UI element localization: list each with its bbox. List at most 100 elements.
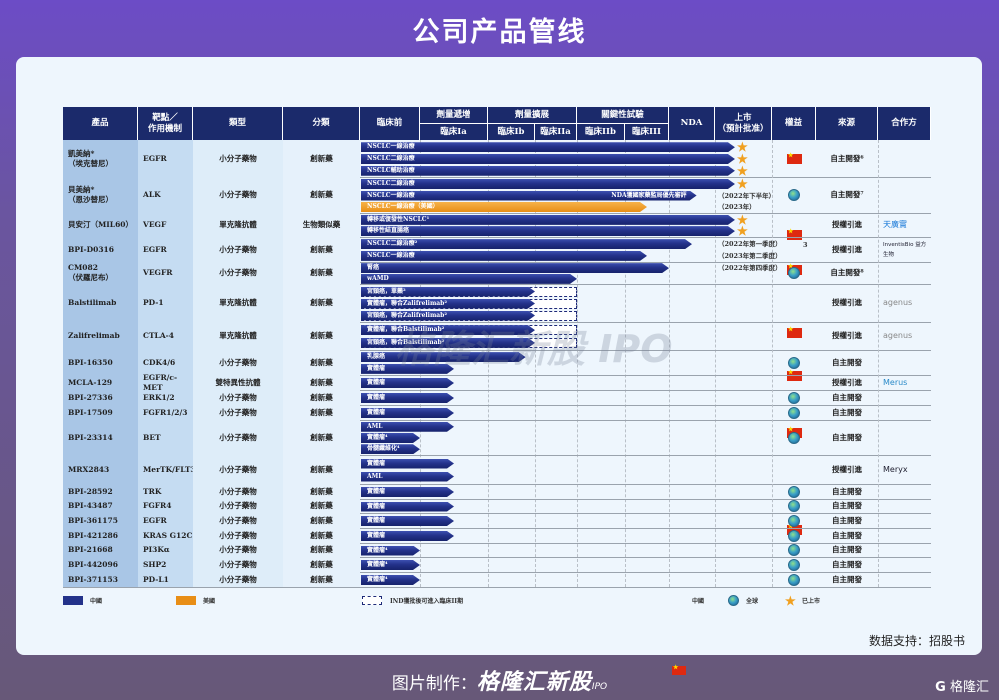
row-divider [63,528,931,529]
drug-category: 創新藥 [283,237,360,262]
drug-category: 創新藥 [283,262,360,284]
header-rights: 權益 [772,107,816,140]
pipeline-bar: NSCLC輔助治療 [361,166,735,176]
china-flag-icon [787,326,802,338]
pipeline-bar: 實體瘤，聯合Zalifrelimab² [361,299,535,309]
product-name: 貝美納* （恩沙替尼） [63,177,138,213]
footer-ipo: IPO [591,682,608,692]
product-name: BPI-27336 [63,390,138,405]
legend-swatch-us [176,596,196,605]
header-iib: 臨床IIb [577,124,625,140]
header-source: 來源 [816,107,878,140]
header-launch: 上市 （預計批准） [715,107,772,140]
product-name: Zalifrelimab [63,322,138,350]
drug-category: 創新藥 [283,177,360,213]
pipeline-bar: NSCLC二線治療² [361,239,692,249]
launched-star-icon: ★ [736,224,748,239]
page-title: 公司产品管线 [412,17,587,48]
drug-category: 創新藥 [283,543,360,557]
source: 自主開發 [832,515,862,525]
pipeline-bar: AML [361,472,454,482]
product-name: BPI-D0316 [63,237,138,262]
legend-global: 全球 [746,598,759,605]
target: PD-L1 [138,572,193,587]
pipeline-bar: 實體瘤 [361,408,454,418]
launched-star-icon: ★ [736,177,748,191]
stage-divider [669,140,670,587]
product-name: BPI-16350 [63,350,138,375]
row-divider [63,177,931,178]
legend-us: 美國 [203,598,216,605]
header-type: 類型 [193,107,283,140]
drug-category: 創新藥 [283,284,360,322]
drug-category: 創新藥 [283,350,360,375]
target: BET [138,420,193,455]
source: 授權引進 [832,220,862,229]
globe-icon [788,267,800,279]
source-divider [878,140,879,587]
row-divider [63,513,931,514]
legend-ind: IND獲批後可進入臨床II期 [390,598,464,605]
product-name: 凱美納* （埃克替尼） [63,140,138,177]
drug-category: 創新藥 [283,390,360,405]
drug-type: 雙特異性抗體 [193,375,283,390]
drug-type: 小分子藥物 [193,557,283,572]
globe-icon [788,406,800,419]
source: 授權引進 [832,298,862,307]
pipeline-bar: 乳腺癌 [361,352,526,362]
source: 自主開發 [832,545,862,554]
target: PD-1 [138,284,193,322]
drug-type: 小分子藥物 [193,140,283,177]
pipeline-bar: NSCLC一線治療 [361,191,697,201]
footer-prefix: 图片制作： [391,674,477,694]
drug-type: 小分子藥物 [193,528,283,543]
drug-type: 小分子藥物 [193,405,283,420]
product-name: BPI-371153 [63,572,138,587]
stage-divider [488,140,489,587]
legend-star-icon: ★ [785,594,796,608]
launched-star-icon: ★ [736,163,748,178]
source: 自主開發⁶ [830,153,864,163]
product-name: 貝安汀（MIL60） [63,213,138,237]
pipeline-bar: 轉移性結直腸癌 [361,226,735,236]
pipeline-bar: 轉移或復發性NSCLC¹ [361,215,735,225]
drug-type: 單克隆抗體 [193,213,283,237]
partner-logo: agenus [883,331,913,340]
launch-estimate: （2022年下半年） [718,191,776,200]
row-divider [63,213,931,214]
pipeline-bar: 實體瘤 [361,364,454,374]
source: 自主開發 [832,574,862,584]
source: 自主開發 [832,407,862,417]
row-divider [63,262,931,263]
pipeline-bar: 實體瘤 [361,378,454,388]
pipeline-bar: wAMD [361,274,577,284]
bar-annotation: NDA獲國家藥監局優先審評 [611,191,687,199]
header-ib: 臨床Ib [488,124,535,140]
product-name: BPI-21668 [63,543,138,557]
product-name: CM082 （伏羅尼布） [63,262,138,284]
partner-logo: agenus [883,298,913,307]
header-category: 分類 [283,107,360,140]
legend-swatch-china [63,596,83,605]
drug-category: 創新藥 [283,375,360,390]
product-name: BPI-361175 [63,513,138,528]
target: EGFR [138,513,193,528]
header-preclinical: 臨床前 [360,107,420,140]
product-name: BPI-421286 [63,528,138,543]
drug-type: 單克隆抗體 [193,284,283,322]
drug-type: 小分子藥物 [193,484,283,499]
data-source: 数据支持：招股书 [868,634,965,648]
header-product: 產品 [63,107,138,140]
globe-icon [788,431,800,444]
row-divider [63,405,931,406]
drug-type: 小分子藥物 [193,262,283,284]
legend-china: 中國 [90,598,103,605]
drug-category: 創新藥 [283,484,360,499]
partner-logo: InventisBio 益方生物 [883,241,927,258]
pipeline-bar: NSCLC二線治療 [361,179,735,189]
pipeline-bar: 實體瘤 [361,531,454,541]
globe-icon [788,485,800,498]
stage-divider [625,140,626,587]
header-target: 靶點／ 作用機制 [138,107,193,140]
drug-category: 創新藥 [283,572,360,587]
